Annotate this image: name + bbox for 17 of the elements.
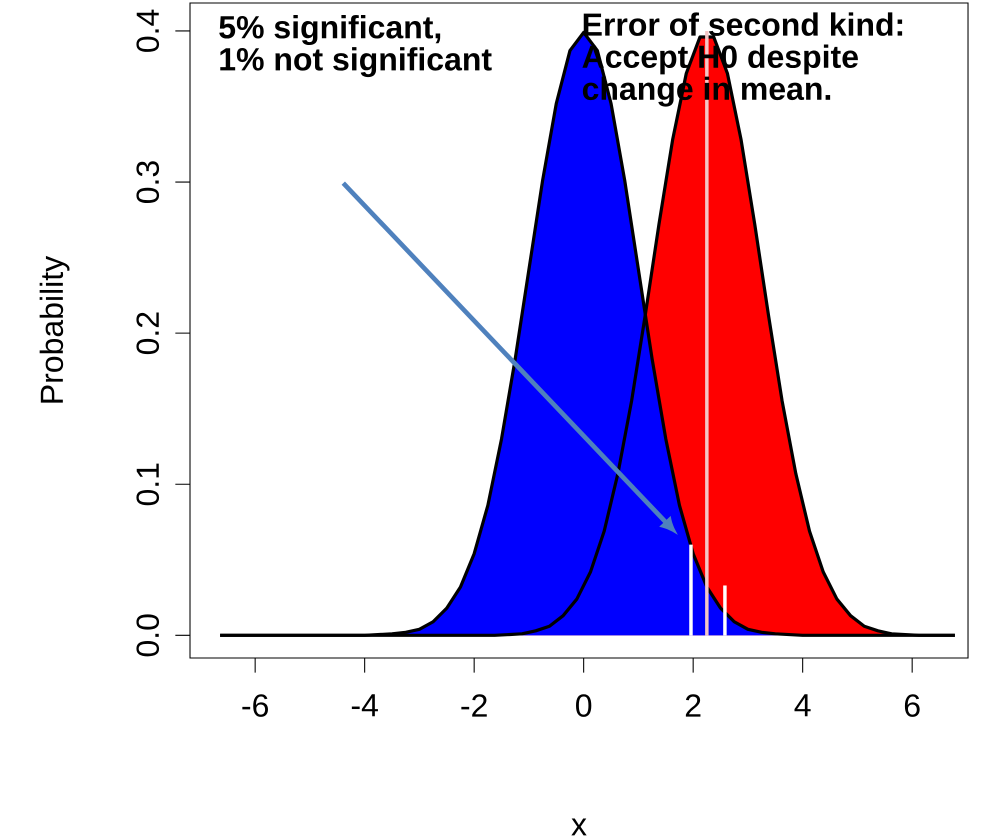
x-axis-title: x [571, 818, 587, 836]
y-tick-label: 0.1 [136, 464, 160, 506]
annotation: 1% not significant [220, 47, 492, 78]
y-axis-title: Probability [40, 256, 70, 403]
x-tick-label: 0 [576, 694, 592, 717]
x-tick-label: 2 [686, 694, 700, 717]
x-tick-label: -4 [352, 694, 378, 716]
x-tick-label: 4 [794, 694, 811, 716]
y-tick-label: 0.2 [136, 312, 160, 354]
x-tick-label: -2 [461, 694, 487, 717]
annotation: Error of second kind: [584, 12, 902, 36]
y-tick-label: 0.3 [136, 161, 160, 204]
x-tick-label: -6 [242, 694, 268, 717]
annotation: 5% significant, [219, 15, 440, 46]
y-tick-label: 0.0 [136, 614, 160, 656]
x-tick-label: 6 [904, 694, 920, 717]
y-tick-label: 0.4 [136, 10, 160, 52]
